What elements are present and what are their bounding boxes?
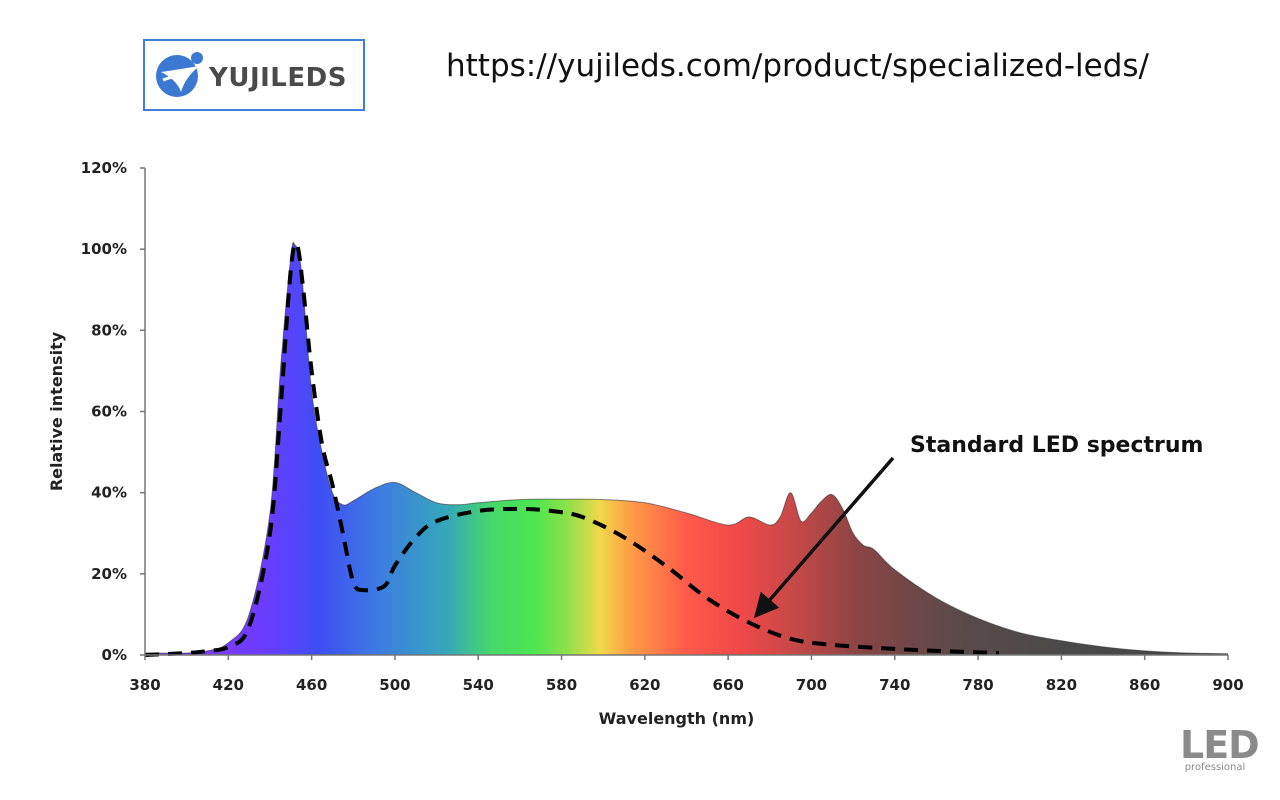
y-tick-label: 40% <box>91 484 127 502</box>
y-tick-label: 60% <box>91 403 127 421</box>
product-url: https://yujileds.com/product/specialized… <box>446 48 1149 84</box>
badge-led-text: LED <box>1180 723 1260 767</box>
x-tick-label: 420 <box>213 676 244 694</box>
x-tick-label: 700 <box>796 676 827 694</box>
annotation-arrow <box>753 456 895 619</box>
x-tick-label: 500 <box>379 676 410 694</box>
x-tick-label: 460 <box>296 676 327 694</box>
y-tick-label: 20% <box>91 565 127 583</box>
yujileds-logo: YUJILEDS <box>143 39 365 111</box>
led-professional-badge: LED professional <box>1180 723 1260 774</box>
x-axis-title: Wavelength (nm) <box>599 709 755 728</box>
x-tick-label: 900 <box>1212 676 1243 694</box>
yujileds-logo-text: YUJILEDS <box>209 63 347 93</box>
y-axis-title: Relative intensity <box>47 331 66 491</box>
x-tick-label: 780 <box>962 676 993 694</box>
y-tick-label: 80% <box>91 321 127 339</box>
x-tick-label: 860 <box>1129 676 1160 694</box>
badge-professional-text: professional <box>1184 762 1246 773</box>
standard-led-line <box>144 241 999 657</box>
y-tick-label: 120% <box>81 159 127 177</box>
y-tick-label: 0% <box>102 646 127 664</box>
y-tick-label: 100% <box>81 240 127 258</box>
x-tick-label: 540 <box>463 676 494 694</box>
x-tick-label: 380 <box>129 676 160 694</box>
x-tick-label: 580 <box>546 676 577 694</box>
spectrum-area <box>145 242 1228 656</box>
x-tick-label: 740 <box>879 676 910 694</box>
x-tick-label: 660 <box>712 676 743 694</box>
standard-led-annotation: Standard LED spectrum <box>910 433 1203 458</box>
yujileds-logo-icon <box>156 52 203 97</box>
x-tick-label: 820 <box>1046 676 1077 694</box>
x-tick-label: 620 <box>629 676 660 694</box>
